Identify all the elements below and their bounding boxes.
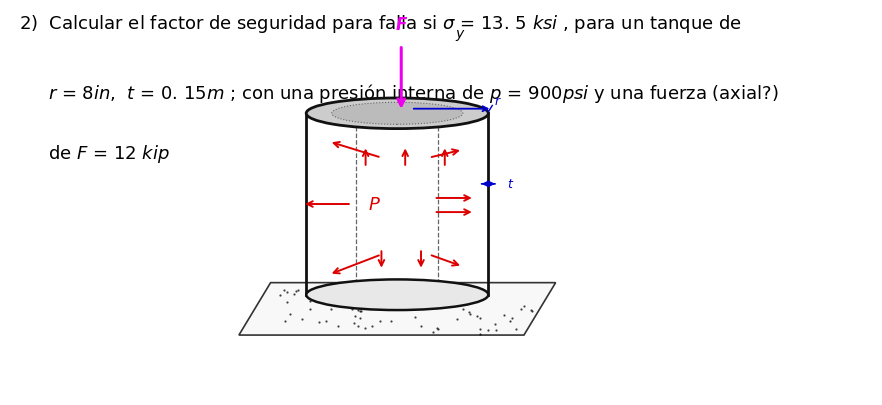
Polygon shape (239, 283, 556, 335)
Text: de $F$ = 12 $kip$: de $F$ = 12 $kip$ (49, 142, 170, 164)
Text: $y$: $y$ (455, 28, 466, 43)
Text: P: P (368, 196, 379, 213)
Text: t: t (507, 178, 512, 191)
Text: 2)  Calcular el factor de seguridad para falla si $\sigma$ = 13. 5 $ksi$ , para : 2) Calcular el factor de seguridad para … (19, 13, 742, 35)
Text: F: F (395, 16, 407, 34)
Ellipse shape (306, 280, 489, 310)
Ellipse shape (306, 99, 489, 129)
Ellipse shape (332, 103, 463, 125)
Text: $r$ = 8$in$,  $t$ = 0. 15$m$ ; con una presión interna de $p$ = 900$psi$ y una f: $r$ = 8$in$, $t$ = 0. 15$m$ ; con una pr… (49, 82, 779, 105)
Text: r: r (495, 95, 500, 108)
